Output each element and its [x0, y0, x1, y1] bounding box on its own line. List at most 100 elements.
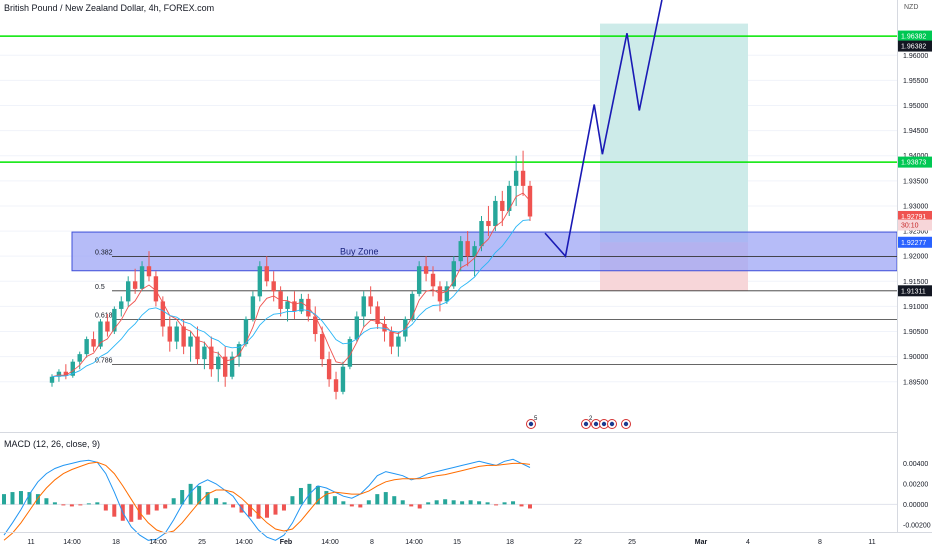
target-box[interactable]: [600, 23, 748, 243]
candle-body[interactable]: [139, 266, 145, 289]
price-label-tag: [898, 219, 932, 231]
candle-body[interactable]: [271, 281, 276, 292]
candle-body[interactable]: [70, 361, 75, 376]
candle-body[interactable]: [119, 301, 124, 309]
candle-body[interactable]: [229, 356, 235, 377]
macd-histogram-bar: [10, 492, 15, 505]
macd-histogram-bar: [528, 504, 532, 509]
chart-title: British Pound / New Zealand Dollar, 4h, …: [4, 3, 215, 13]
candle-body[interactable]: [527, 185, 533, 217]
projection-path[interactable]: [544, 0, 663, 258]
candle-body[interactable]: [112, 308, 117, 332]
price-label-tag: [898, 210, 932, 222]
price-tick-label: 1.96000: [903, 53, 928, 60]
price-tick-label: 1.95000: [903, 103, 928, 110]
candle-body[interactable]: [84, 339, 89, 355]
candle-body[interactable]: [56, 371, 62, 377]
candle-body[interactable]: [340, 366, 346, 392]
candle-body[interactable]: [77, 354, 82, 362]
candle-body[interactable]: [236, 344, 242, 357]
candle-body[interactable]: [181, 326, 186, 347]
candle-body[interactable]: [98, 321, 103, 347]
candle-body[interactable]: [313, 316, 318, 335]
buy-zone[interactable]: [71, 231, 898, 272]
time-tick-label: 22: [574, 539, 582, 546]
time-tick-label: 14:00: [149, 539, 167, 546]
candle-body[interactable]: [153, 276, 159, 302]
candle-body[interactable]: [416, 266, 422, 294]
candle-body[interactable]: [493, 200, 498, 227]
macd-histogram-bar: [256, 504, 261, 519]
candle-body[interactable]: [520, 170, 526, 186]
time-tick-label: 18: [112, 539, 120, 546]
candle-body[interactable]: [354, 316, 360, 340]
candle-body[interactable]: [160, 301, 166, 327]
candle-body[interactable]: [216, 356, 221, 370]
candle-body[interactable]: [507, 185, 512, 211]
price-tick-label: 1.91500: [903, 279, 928, 286]
candle-body[interactable]: [423, 266, 429, 274]
candle-body[interactable]: [105, 321, 110, 332]
time-tick-label: 8: [818, 539, 822, 546]
candle-body[interactable]: [63, 371, 69, 376]
candle-body[interactable]: [389, 331, 394, 347]
candle-body[interactable]: [222, 356, 228, 377]
candle-body[interactable]: [126, 281, 131, 302]
candle-body[interactable]: [264, 266, 269, 282]
candle-body[interactable]: [513, 170, 519, 186]
candle-body[interactable]: [479, 221, 484, 247]
candle-body[interactable]: [257, 266, 263, 297]
event-flag-dot: [528, 421, 534, 427]
candle-body[interactable]: [486, 221, 491, 227]
pane-separator[interactable]: [0, 432, 897, 433]
candle-body[interactable]: [375, 306, 380, 324]
candle-body[interactable]: [243, 318, 249, 345]
price-label-text: 1.92277: [901, 240, 926, 247]
candle-body[interactable]: [49, 376, 55, 383]
candle-body[interactable]: [285, 301, 290, 309]
time-tick-label: 11: [868, 539, 875, 546]
macd-histogram-bar: [188, 483, 193, 505]
event-count-label: 5: [534, 416, 538, 422]
candle-body[interactable]: [209, 346, 214, 370]
macd-histogram-bar: [451, 500, 456, 505]
candle-body[interactable]: [396, 336, 401, 347]
candle-body[interactable]: [430, 273, 436, 287]
candle-body[interactable]: [146, 266, 152, 277]
candle-body[interactable]: [403, 318, 408, 337]
candle-body[interactable]: [188, 336, 193, 347]
macd-histogram-bar: [27, 492, 32, 505]
candle-body[interactable]: [319, 334, 325, 360]
candle-body[interactable]: [472, 246, 477, 257]
candle-body[interactable]: [347, 339, 353, 367]
candle-body[interactable]: [382, 324, 387, 332]
candle-body[interactable]: [368, 296, 373, 307]
candle-body[interactable]: [500, 200, 505, 211]
candle-body[interactable]: [167, 326, 172, 342]
price-label-tag: [898, 30, 932, 42]
fib-label: 0.618: [95, 312, 113, 319]
candle-body[interactable]: [465, 241, 470, 257]
candle-body[interactable]: [361, 296, 366, 317]
macd-histogram-bar: [44, 498, 49, 505]
candle-body[interactable]: [292, 301, 297, 312]
candle-body[interactable]: [174, 326, 179, 342]
candle-body[interactable]: [458, 241, 463, 262]
candle-body[interactable]: [451, 261, 456, 287]
candle-body[interactable]: [202, 346, 207, 360]
currency-label: NZD: [904, 4, 919, 11]
candle-body[interactable]: [326, 359, 332, 380]
candle-body[interactable]: [195, 336, 200, 360]
candle-body[interactable]: [250, 296, 256, 319]
macd-histogram-bar: [341, 501, 346, 505]
candle-body[interactable]: [333, 379, 339, 392]
macd-histogram-bar: [281, 504, 286, 511]
candle-body[interactable]: [444, 286, 450, 302]
candle-body[interactable]: [91, 339, 96, 347]
candle-body[interactable]: [132, 281, 138, 289]
candle-body[interactable]: [410, 293, 415, 319]
candle-body[interactable]: [299, 298, 304, 312]
macd-histogram-bar: [392, 496, 397, 505]
fib-label: 0.786: [95, 357, 113, 364]
